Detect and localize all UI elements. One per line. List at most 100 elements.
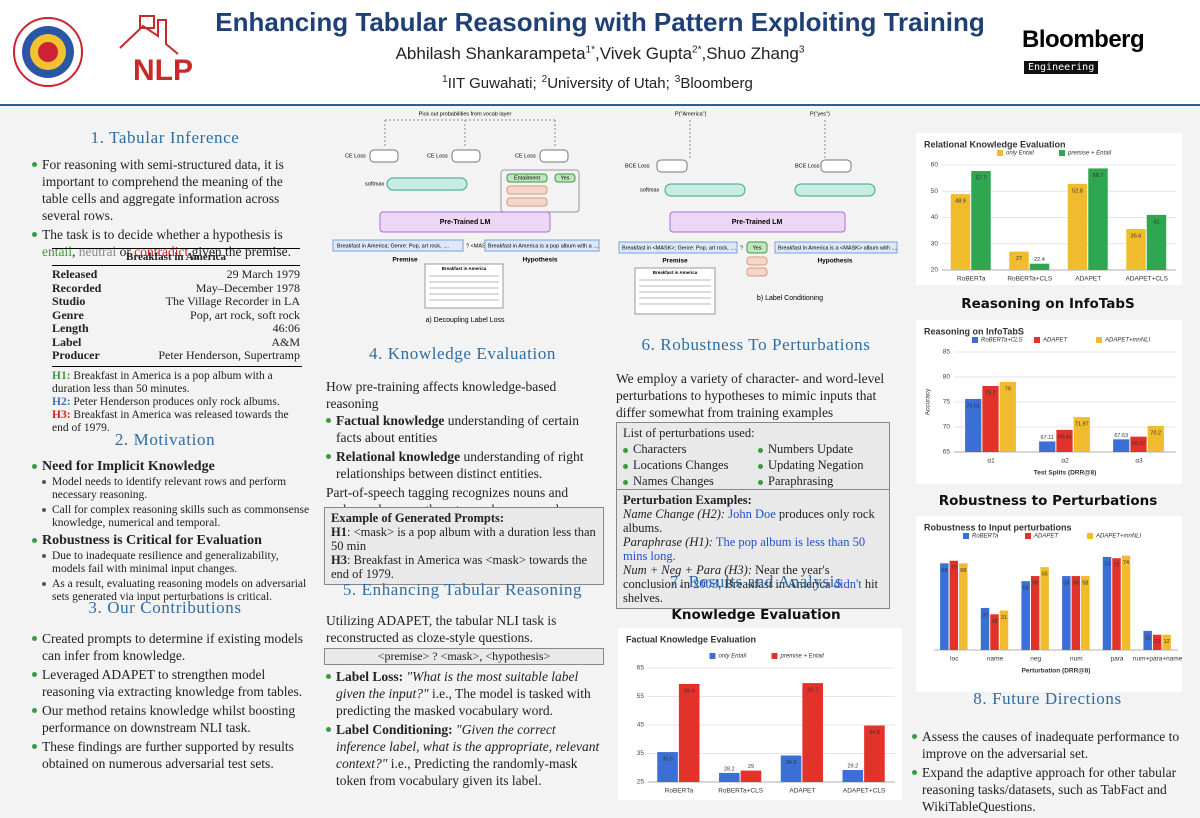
line: Name Change (H2): John Doe produces only… <box>623 507 883 535</box>
bar <box>950 194 971 270</box>
value-label: 48.9 <box>955 199 966 205</box>
legend-label: ADAPET <box>1042 338 1068 344</box>
value-label: 58.7 <box>1093 173 1104 179</box>
y-tick-label: 55 <box>637 693 645 700</box>
heading: 4. Knowledge Evaluation <box>368 344 557 363</box>
legend-label: premise + Entail <box>1067 151 1112 157</box>
value-label: 12 <box>1164 639 1170 645</box>
value-label: 15 <box>1145 635 1151 641</box>
bullet: Locations Changes <box>623 458 748 472</box>
emblem <box>38 42 58 62</box>
text: Paraphrase (H1): <box>623 535 713 549</box>
y-axis-label: Accuracy <box>925 388 932 415</box>
text: Label Conditioning: <box>336 722 453 737</box>
bar <box>864 725 885 782</box>
bar <box>678 683 700 782</box>
text: hit shelves. <box>623 577 879 605</box>
list: Characters Numbers Update Locations Change… <box>623 442 883 490</box>
bloomberg-logo: Bloomberg <box>1022 26 1145 53</box>
cell: The Village Recorder in LA <box>165 294 300 308</box>
bullets: Created prompts to determine if existing… <box>32 630 307 774</box>
diagram-text: ? <box>740 245 743 251</box>
value-label: 29 <box>748 764 754 770</box>
bullets: Label Loss: "What is the most suitable l… <box>326 668 604 791</box>
cell: Peter Henderson, Supertramp <box>158 348 300 362</box>
value-label: 65 <box>1042 572 1048 578</box>
separator: , <box>595 44 600 63</box>
box-title: Example of Generated Prompts: <box>331 511 505 525</box>
y-tick-label: 50 <box>931 188 939 195</box>
diagram-text: softmax <box>365 181 385 187</box>
diagram-text: ? <MASK> <box>466 243 493 249</box>
y-tick-label: 85 <box>943 349 951 356</box>
point: Need for Implicit Knowledge Model needs t… <box>32 458 310 530</box>
text: Paraphrasing <box>768 474 834 488</box>
diagram-text: CE Loss <box>515 153 536 159</box>
value-label: 68 <box>960 568 966 574</box>
diagram-text: CE Loss <box>345 153 366 159</box>
input-box <box>484 239 600 252</box>
text: Locations Changes <box>633 458 729 472</box>
box-lines: Name Change (H2): John Doe produces only… <box>623 507 883 605</box>
lm-box <box>379 211 551 233</box>
value-label: 22.4 <box>1034 257 1045 263</box>
author-sup: 1* <box>585 44 595 56</box>
line: H2: Peter Henderson produces only rock a… <box>52 396 302 409</box>
bar <box>1071 576 1081 650</box>
text: Assess the causes of inadequate performa… <box>922 729 1180 761</box>
bar <box>999 382 1016 452</box>
author-sup: 3 <box>798 44 805 56</box>
y-tick-label: 65 <box>637 665 645 672</box>
separator: , <box>701 44 707 63</box>
box-title: List of perturbations used: <box>623 426 755 440</box>
legend-label: only Entail <box>1006 151 1034 157</box>
text: produces only rock albums. <box>623 507 875 535</box>
text: Names Changes <box>633 474 714 488</box>
bar <box>965 398 982 452</box>
bar <box>1040 567 1049 650</box>
x-tick-label: ADAPET+CLS <box>843 788 886 795</box>
bar <box>719 772 740 782</box>
value-label: 68.07 <box>1132 441 1146 447</box>
legend-swatch <box>771 653 778 659</box>
perturbation-list: List of perturbations used: Characters Nu… <box>616 422 890 494</box>
mini-table <box>424 263 504 309</box>
value-label: 78.2 <box>985 390 996 396</box>
x-tick-label: num+para+name <box>1133 656 1183 663</box>
text: i.e., The model is tasked with predictin… <box>336 686 591 718</box>
heading: 6. Robustness To Perturbations <box>641 335 871 354</box>
value-label: 28 <box>991 619 997 625</box>
bullet: Expand the adaptive approach for other t… <box>912 764 1182 815</box>
input-box <box>618 241 738 254</box>
text: The pop album is less than 50 mins long. <box>623 535 866 563</box>
value-label: 54 <box>1023 586 1029 592</box>
subheading: Robustness to Perturbations <box>938 493 1158 509</box>
text: understanding of certain facts about ent… <box>336 413 579 445</box>
legend-swatch <box>1059 150 1065 156</box>
chart-title: Reasoning on InfoTabS <box>924 326 1024 336</box>
legend-label: ADAPET <box>1033 534 1059 540</box>
label-word <box>554 173 576 183</box>
subheading: Knowledge Evaluation <box>671 607 841 623</box>
bullets: Assess the causes of inadequate performa… <box>912 728 1182 817</box>
chart-title: Relational Knowledge Evaluation <box>924 139 1066 149</box>
bullet: Names Changes <box>623 474 748 488</box>
cell: Label <box>52 334 82 349</box>
heading: 1. Tabular Inference <box>90 128 240 147</box>
cell: 29 March 1979 <box>226 267 300 281</box>
author: Vivek Gupta <box>599 44 693 63</box>
text: neutral <box>75 244 117 259</box>
bar <box>1126 229 1146 270</box>
value-label: 44.8 <box>869 730 880 736</box>
value-label: 69.43 <box>1058 434 1072 440</box>
text: H3 <box>331 553 347 567</box>
caption: a) Decoupling Label Loss <box>426 317 505 324</box>
value-label: 41 <box>1153 219 1159 225</box>
text: Numbers Update <box>768 442 854 456</box>
heading: 7. Results and Analysis <box>669 572 843 591</box>
diagram-text: BCE Loss <box>625 163 650 169</box>
affil-sup: 3 <box>674 74 681 85</box>
cell: A&M <box>271 334 300 349</box>
legend-label: ADAPET+mnNLI <box>1095 534 1142 540</box>
value-label: 59.4 <box>684 688 695 694</box>
